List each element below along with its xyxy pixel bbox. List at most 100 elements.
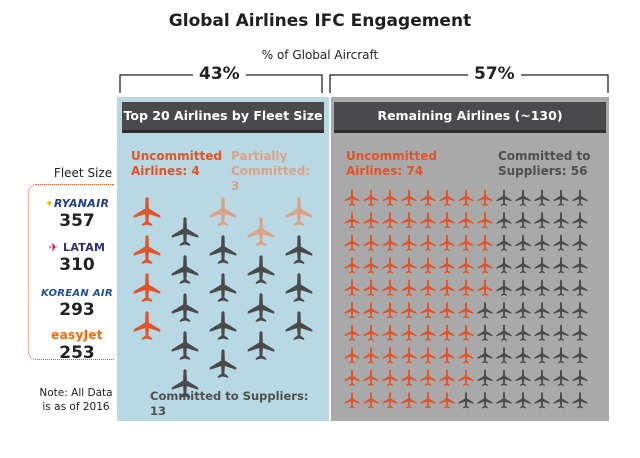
plane-remaining-uncommitted — [401, 212, 417, 229]
plane-remaining-committed — [515, 369, 531, 386]
plane-remaining-committed — [553, 234, 569, 251]
plane-remaining-committed — [534, 279, 550, 296]
fleet-size-title: Fleet Size — [53, 166, 113, 180]
plane-top20-committed — [209, 311, 237, 340]
plane-remaining-uncommitted — [382, 212, 398, 229]
plane-remaining-uncommitted — [363, 234, 379, 251]
plane-remaining-committed — [477, 347, 493, 364]
plane-top20-committed — [171, 331, 199, 360]
plane-remaining-committed — [553, 302, 569, 319]
plane-remaining-uncommitted — [401, 302, 417, 319]
plane-remaining-committed — [572, 212, 588, 229]
plane-remaining-uncommitted — [363, 324, 379, 341]
plane-remaining-uncommitted — [401, 234, 417, 251]
plane-remaining-committed — [553, 257, 569, 274]
korean-air-logo-text: KOREAN AIR — [41, 288, 113, 299]
plane-remaining-uncommitted — [458, 347, 474, 364]
right-percent: 57% — [468, 64, 521, 84]
plane-remaining-uncommitted — [363, 347, 379, 364]
plane-remaining-committed — [572, 279, 588, 296]
plane-remaining-uncommitted — [382, 369, 398, 386]
plane-remaining-uncommitted — [363, 392, 379, 409]
plane-remaining-committed — [515, 324, 531, 341]
plane-remaining-uncommitted — [439, 369, 455, 386]
fleet-size-bracket — [28, 184, 114, 360]
plane-remaining-uncommitted — [382, 347, 398, 364]
plane-remaining-committed — [515, 279, 531, 296]
plane-remaining-committed — [553, 369, 569, 386]
plane-remaining-committed — [515, 189, 531, 206]
plane-top20-committed — [247, 331, 275, 360]
plane-remaining-uncommitted — [382, 324, 398, 341]
plane-remaining-uncommitted — [439, 257, 455, 274]
left-percent: 43% — [193, 64, 246, 84]
airline-ryanair: ✦RYANAIR 357 — [34, 192, 120, 231]
plane-remaining-uncommitted — [420, 279, 436, 296]
plane-top20-committed — [247, 255, 275, 284]
plane-top20-partial — [285, 197, 313, 226]
plane-remaining-committed — [496, 347, 512, 364]
plane-top20-partial — [247, 217, 275, 246]
easyjet-fleet-size: 253 — [59, 343, 95, 363]
plane-remaining-uncommitted — [401, 392, 417, 409]
plane-remaining-uncommitted — [401, 369, 417, 386]
plane-remaining-committed — [553, 324, 569, 341]
plane-remaining-committed — [534, 257, 550, 274]
plane-remaining-uncommitted — [439, 234, 455, 251]
plane-remaining-committed — [477, 369, 493, 386]
ryanair-logo: ✦RYANAIR — [34, 192, 120, 211]
plane-remaining-committed — [572, 392, 588, 409]
ryanair-logo-text: RYANAIR — [53, 197, 110, 210]
plane-remaining-committed — [515, 347, 531, 364]
plane-top20-committed — [285, 235, 313, 264]
plane-remaining-committed — [515, 302, 531, 319]
plane-top20-committed — [285, 311, 313, 340]
plane-remaining-committed — [477, 392, 493, 409]
plane-remaining-uncommitted — [458, 234, 474, 251]
plane-remaining-committed — [496, 302, 512, 319]
plane-remaining-committed — [572, 257, 588, 274]
plane-remaining-uncommitted — [477, 189, 493, 206]
plane-remaining-uncommitted — [420, 234, 436, 251]
plane-remaining-uncommitted — [439, 347, 455, 364]
plane-remaining-committed — [534, 369, 550, 386]
plane-remaining-uncommitted — [439, 324, 455, 341]
plane-remaining-committed — [496, 212, 512, 229]
plane-remaining-uncommitted — [382, 392, 398, 409]
plane-remaining-uncommitted — [344, 347, 360, 364]
plane-remaining-uncommitted — [382, 279, 398, 296]
plane-remaining-uncommitted — [477, 234, 493, 251]
plane-top20-partial — [209, 197, 237, 226]
plane-remaining-uncommitted — [344, 234, 360, 251]
plane-remaining-uncommitted — [420, 324, 436, 341]
plane-remaining-uncommitted — [363, 189, 379, 206]
plane-remaining-committed — [496, 392, 512, 409]
plane-remaining-committed — [515, 234, 531, 251]
top20-committed-label: Committed to Suppliers: 13 — [150, 389, 309, 418]
top20-partial-label: Partially Committed: 3 — [231, 149, 311, 193]
plane-remaining-committed — [458, 392, 474, 409]
remaining-committed-label: Committed to Suppliers: 56 — [498, 149, 591, 178]
korean-air-fleet-size: 293 — [59, 300, 95, 320]
plane-top20-committed — [209, 273, 237, 302]
plane-remaining-committed — [477, 324, 493, 341]
plane-remaining-committed — [477, 302, 493, 319]
plane-top20-uncommitted — [133, 235, 161, 264]
latam-logo-text: LATAM — [63, 241, 106, 254]
plane-remaining-committed — [553, 392, 569, 409]
plane-remaining-uncommitted — [401, 324, 417, 341]
airline-korean-air: KOREAN AIR 293 — [34, 281, 120, 320]
plane-remaining-uncommitted — [344, 279, 360, 296]
latam-icon: ✈ — [48, 241, 58, 254]
top20-uncommitted-label: Uncommitted Airlines: 4 — [131, 149, 222, 178]
plane-remaining-uncommitted — [344, 369, 360, 386]
plane-remaining-committed — [515, 212, 531, 229]
plane-remaining-uncommitted — [439, 212, 455, 229]
plane-remaining-committed — [496, 369, 512, 386]
plane-remaining-uncommitted — [458, 189, 474, 206]
remaining-uncommitted-label: Uncommitted Airlines: 74 — [346, 149, 437, 178]
plane-top20-committed — [209, 235, 237, 264]
plane-remaining-uncommitted — [458, 302, 474, 319]
ryanair-fleet-size: 357 — [59, 211, 95, 231]
plane-remaining-uncommitted — [401, 257, 417, 274]
